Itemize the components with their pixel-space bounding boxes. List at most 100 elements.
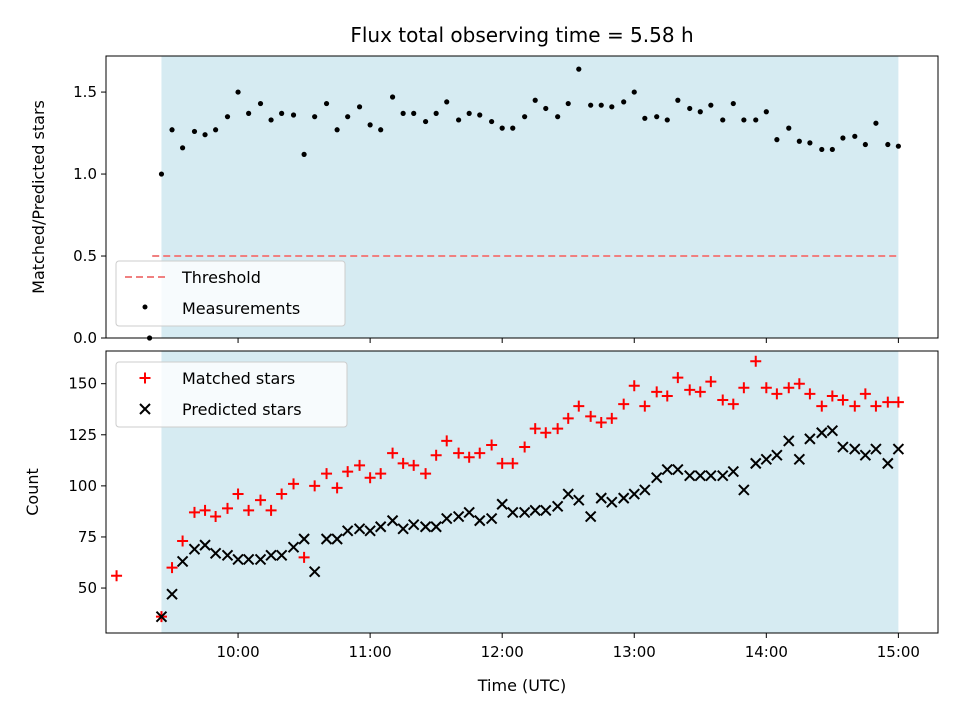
matched-star-point: [717, 394, 729, 406]
predicted-star-point: [419, 521, 432, 533]
measurement-point: [555, 114, 561, 120]
measurement-point: [840, 135, 846, 141]
predicted-stars-legend-label: Predicted stars: [182, 400, 302, 419]
predicted-star-point: [265, 549, 277, 562]
matched-star-point: [727, 398, 739, 410]
measurement-point: [807, 140, 813, 146]
predicted-star-point: [793, 453, 806, 466]
measurement-point: [510, 125, 516, 131]
matched-star-point: [111, 570, 123, 582]
measurement-point: [753, 117, 759, 123]
measurement-point: [345, 114, 351, 120]
measurements-legend-label: Measurements: [182, 299, 300, 318]
predicted-star-point: [441, 512, 453, 525]
matched-star-point: [661, 390, 673, 402]
matched-star-point: [816, 400, 828, 412]
measurement-point: [588, 102, 594, 108]
matched-star-point: [420, 468, 432, 480]
matched-star-point: [354, 459, 366, 471]
predicted-star-point: [374, 521, 387, 533]
measurement-point: [422, 118, 429, 125]
matched-star-point: [694, 386, 706, 398]
ratio-x-ticks: [237, 338, 899, 343]
matched-star-point: [595, 417, 607, 429]
matched-star-point: [453, 447, 465, 459]
matched-star-point: [441, 435, 453, 447]
matched-star-point: [387, 447, 399, 459]
predicted-star-point: [463, 506, 475, 519]
ratio-y-axis-label: Matched/Predicted stars: [29, 100, 48, 294]
matched-star-point: [199, 504, 211, 516]
matched-star-point: [507, 457, 519, 469]
measurement-point: [477, 112, 483, 118]
predicted-star-point: [573, 494, 585, 506]
predicted-star-point: [452, 510, 465, 523]
measurement-point: [664, 117, 670, 123]
y-tick-label: 0.0: [73, 329, 97, 347]
measurement-point: [224, 114, 231, 120]
matched-star-point: [804, 388, 816, 400]
matched-star-point: [793, 378, 805, 390]
measurement-point: [873, 120, 879, 126]
predicted-star-point: [684, 469, 696, 482]
matched-star-point: [408, 459, 420, 471]
predicted-star-point: [308, 565, 321, 578]
predicted-star-point: [397, 523, 409, 535]
predicted-star-point: [562, 488, 574, 500]
matched-stars-legend-label: Matched stars: [182, 369, 295, 388]
predicted-star-point: [408, 518, 420, 531]
matched-star-point: [255, 494, 267, 506]
matched-star-point: [529, 423, 541, 435]
predicted-star-point: [628, 488, 640, 500]
x-tick-label: 15:00: [877, 643, 920, 661]
measurement-point: [543, 105, 549, 112]
measurement-point: [456, 117, 462, 123]
measurement-point: [235, 89, 241, 95]
ratio-y-ticks: 0.0 0.5 1.0 1.5: [73, 83, 106, 347]
matched-star-point: [375, 468, 387, 480]
matched-star-point: [628, 380, 640, 392]
matched-star-point: [684, 384, 696, 396]
measurement-point: [796, 138, 802, 144]
predicted-star-point: [199, 539, 211, 551]
matched-star-point: [760, 382, 772, 394]
y-tick-label: 150: [68, 375, 97, 393]
matched-star-point: [232, 488, 244, 500]
measurement-point: [334, 127, 340, 133]
measurement-point: [246, 110, 252, 116]
matched-star-point: [783, 382, 795, 394]
count-panel-frame: [105, 350, 939, 634]
predicted-star-point: [804, 433, 816, 445]
count-y-axis-label: Count: [23, 468, 42, 516]
measurement-point: [642, 115, 648, 121]
matched-star-point: [276, 488, 288, 500]
matched-star-point: [540, 427, 552, 439]
predicted-star-point: [661, 463, 673, 476]
predicted-star-point: [816, 427, 828, 439]
measurement-point: [499, 125, 505, 131]
measurement-point: [819, 146, 825, 153]
measurement-point: [489, 118, 495, 125]
predicted-star-point: [650, 471, 663, 484]
predicted-star-point: [166, 588, 178, 600]
count-legend-box: [115, 361, 348, 428]
matched-star-point: [859, 388, 871, 400]
measurement-point: [852, 133, 858, 139]
measurement-point: [290, 112, 297, 118]
plus-marker: [139, 372, 151, 384]
matched-star-point: [837, 394, 849, 406]
measurement-point: [323, 100, 330, 107]
measurement-point: [609, 104, 615, 110]
matched-star-point: [364, 472, 376, 484]
matched-star-point: [463, 451, 475, 463]
matched-star-point: [849, 400, 861, 412]
predicted-star-point: [364, 525, 376, 537]
measurement-point: [466, 110, 472, 116]
matched-star-point: [243, 504, 255, 516]
matched-star-point: [397, 457, 409, 469]
matched-star-point: [618, 398, 630, 410]
predicted-star-point: [617, 492, 630, 504]
matched-star-point: [771, 388, 783, 400]
y-tick-label: 1.5: [73, 83, 97, 101]
measurement-point: [389, 94, 396, 100]
